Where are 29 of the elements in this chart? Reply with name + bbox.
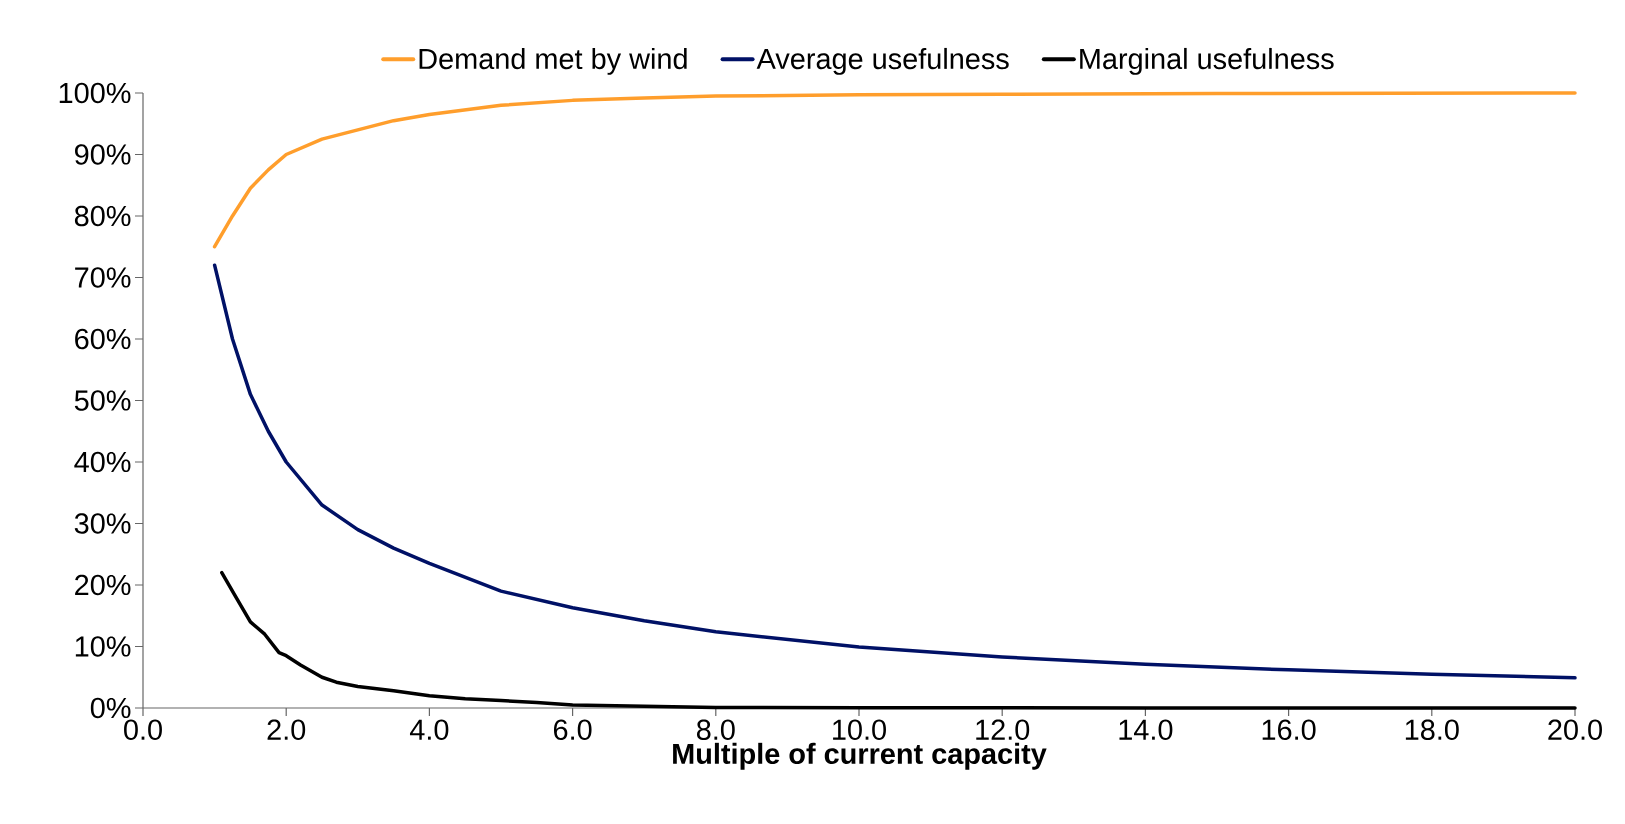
y-tick-label: 50% [74,390,131,411]
y-tick-label: 20% [75,574,131,596]
y-tick-label: 80% [74,205,131,227]
line-series [212,91,1577,249]
line-series [212,263,1577,680]
x-tick-label: 20.0 [1548,719,1602,740]
legend-label: Marginal usefulness [1080,47,1334,75]
y-tick-label: 70% [75,267,131,288]
x-tick-label: 4.0 [409,719,449,740]
x-tick-label: 8.0 [696,719,735,740]
y-tick-label: 100% [59,82,131,104]
y-tick-label: 60% [75,328,131,350]
legend-label: Demand met by wind [419,47,687,75]
y-tick-label: 30% [74,513,131,534]
x-tick-label: 14.0 [1119,719,1173,740]
y-tick-label: 0% [90,697,131,719]
legend-label: Average usefulness [756,47,1009,75]
x-axis-title: Multiple of current capacity [673,742,1047,770]
y-tick-label: 40% [74,451,131,473]
x-tick-label: 0.0 [124,719,162,740]
x-tick-label: 2.0 [267,719,306,740]
x-tick-label: 12.0 [976,719,1030,740]
x-tick-label: 10.0 [833,719,886,740]
x-tick-label: 6.0 [553,719,592,740]
y-tick-label: 10% [75,636,131,657]
line-series [220,570,1577,710]
y-tick-label: 90% [75,144,131,165]
x-tick-label: 16.0 [1262,719,1316,740]
x-tick-label: 18.0 [1405,719,1459,740]
